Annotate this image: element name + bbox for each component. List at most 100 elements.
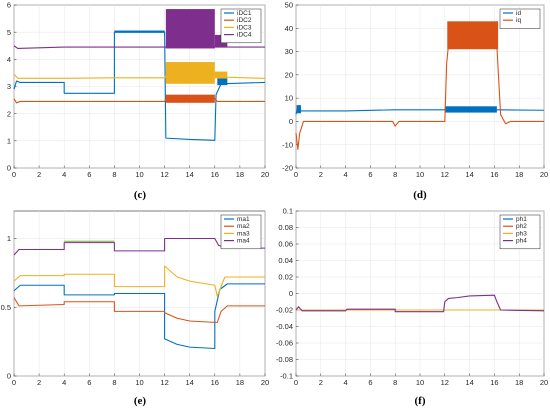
series-oscillation-band (447, 21, 499, 50)
x-tick-label: 2 (319, 378, 323, 387)
chart-panel-0: 0 2 4 6 8 10 12 14 16 18 200123456iDC1iDC2iDC3iDC4… (7, 1, 269, 201)
y-tick-label: 6 (7, 1, 11, 10)
panel-caption: (f) (415, 395, 426, 407)
series-oscillation-band (214, 71, 228, 79)
y-tick-label: 1 (7, 136, 11, 145)
y-tick-label: 0.02 (278, 273, 293, 282)
legend-entry: ph1 (516, 216, 527, 223)
legend-entry: iDC3 (237, 24, 252, 31)
series-oscillation-band (165, 9, 215, 49)
x-tick-label: 14 (465, 378, 473, 387)
series-line-iDC4 (13, 45, 265, 50)
x-tick-label: 14 (465, 170, 473, 179)
series-line-ma1 (13, 283, 265, 350)
series-line-id (295, 105, 545, 115)
y-tick-label: 3 (7, 82, 11, 91)
y-tick-label: -0.04 (276, 322, 293, 331)
x-tick-label: 12 (441, 378, 449, 387)
x-tick-label: 20 (261, 378, 269, 387)
y-tick-label: -0.1 (280, 372, 293, 381)
y-tick-label: 5 (7, 28, 11, 37)
y-tick-label: -0.08 (276, 355, 293, 364)
series-line-iDC1 (13, 31, 266, 141)
legend-entry: iDC4 (237, 32, 252, 39)
series-line-iDC2 (13, 98, 265, 104)
panel-caption: (e) (134, 395, 147, 407)
y-tick-label: 2 (7, 109, 11, 118)
series-line-ma2 (13, 297, 265, 323)
x-tick-label: 0 (294, 170, 298, 179)
x-tick-label: 6 (368, 170, 372, 179)
x-tick-label: 10 (416, 378, 424, 387)
y-tick-label: -20 (282, 164, 293, 173)
y-tick-label: 0 (289, 117, 293, 126)
x-tick-label: 6 (87, 170, 91, 179)
series-oscillation-band (296, 105, 301, 114)
x-tick-label: 18 (515, 170, 523, 179)
legend-box (220, 8, 262, 44)
y-tick-label: 4 (7, 55, 11, 64)
y-tick-label: -10 (282, 140, 293, 149)
panel-caption: (c) (134, 189, 147, 201)
legend-box (220, 214, 262, 250)
x-tick-label: 8 (112, 378, 116, 387)
y-tick-label: 0 (7, 372, 11, 381)
x-tick-label: 6 (368, 378, 372, 387)
y-tick-label: 50 (285, 1, 293, 10)
x-tick-label: 12 (160, 378, 168, 387)
x-tick-label: 18 (515, 378, 523, 387)
x-tick-label: 4 (344, 170, 348, 179)
series-oscillation-band (165, 62, 215, 84)
x-tick-label: 0 (12, 378, 16, 387)
x-tick-label: 0 (12, 170, 16, 179)
x-tick-label: 8 (393, 170, 397, 179)
series-line-iDC3 (13, 73, 266, 79)
series-line-ma3 (13, 265, 265, 297)
x-tick-label: 4 (62, 378, 66, 387)
x-tick-label: 20 (261, 170, 269, 179)
legend-entry: ph4 (516, 238, 527, 245)
x-tick-label: 2 (37, 378, 41, 387)
x-tick-label: 10 (135, 378, 143, 387)
y-tick-label: 10 (285, 94, 293, 103)
series-oscillation-band (217, 78, 228, 86)
x-tick-label: 14 (186, 378, 194, 387)
x-tick-label: 16 (490, 170, 498, 179)
series-line-ph4 (295, 294, 545, 313)
x-tick-label: 8 (112, 170, 116, 179)
y-tick-label: 0.1 (283, 207, 293, 216)
legend-entry: ph2 (516, 223, 527, 230)
x-tick-label: 10 (135, 170, 143, 179)
x-tick-label: 10 (416, 170, 424, 179)
y-tick-label: 1 (7, 234, 11, 243)
y-tick-label: 0.5 (1, 303, 11, 312)
x-tick-label: 2 (319, 170, 323, 179)
y-tick-label: -0.06 (276, 339, 293, 348)
x-tick-label: 18 (236, 378, 244, 387)
y-tick-label: 0 (7, 164, 11, 173)
legend-entry: id (516, 10, 521, 17)
legend-entry: ma4 (237, 238, 250, 245)
y-tick-label: 0.04 (278, 256, 293, 265)
x-tick-label: 2 (37, 170, 41, 179)
x-tick-label: 16 (211, 170, 219, 179)
x-tick-label: 16 (211, 378, 219, 387)
legend-entry: ma1 (237, 216, 250, 223)
legend-entry: iDC1 (237, 10, 252, 17)
chart-panel-3: 0 2 4 6 8 10 12 14 16 18 20 -0.1 -0.08 -0.06 -0.04 -0.0… (276, 207, 548, 407)
x-tick-label: 6 (87, 378, 91, 387)
legend-box (499, 214, 541, 250)
legend-entry: iq (516, 17, 521, 24)
y-tick-label: 0.08 (278, 223, 293, 232)
series-line-ma4 (13, 237, 265, 256)
x-tick-label: 18 (236, 170, 244, 179)
x-tick-label: 8 (393, 378, 397, 387)
x-tick-label: 16 (490, 378, 498, 387)
y-tick-label: 20 (285, 70, 293, 79)
x-tick-label: 20 (540, 170, 548, 179)
panel-caption: (d) (413, 189, 427, 201)
legend-box (499, 8, 541, 29)
